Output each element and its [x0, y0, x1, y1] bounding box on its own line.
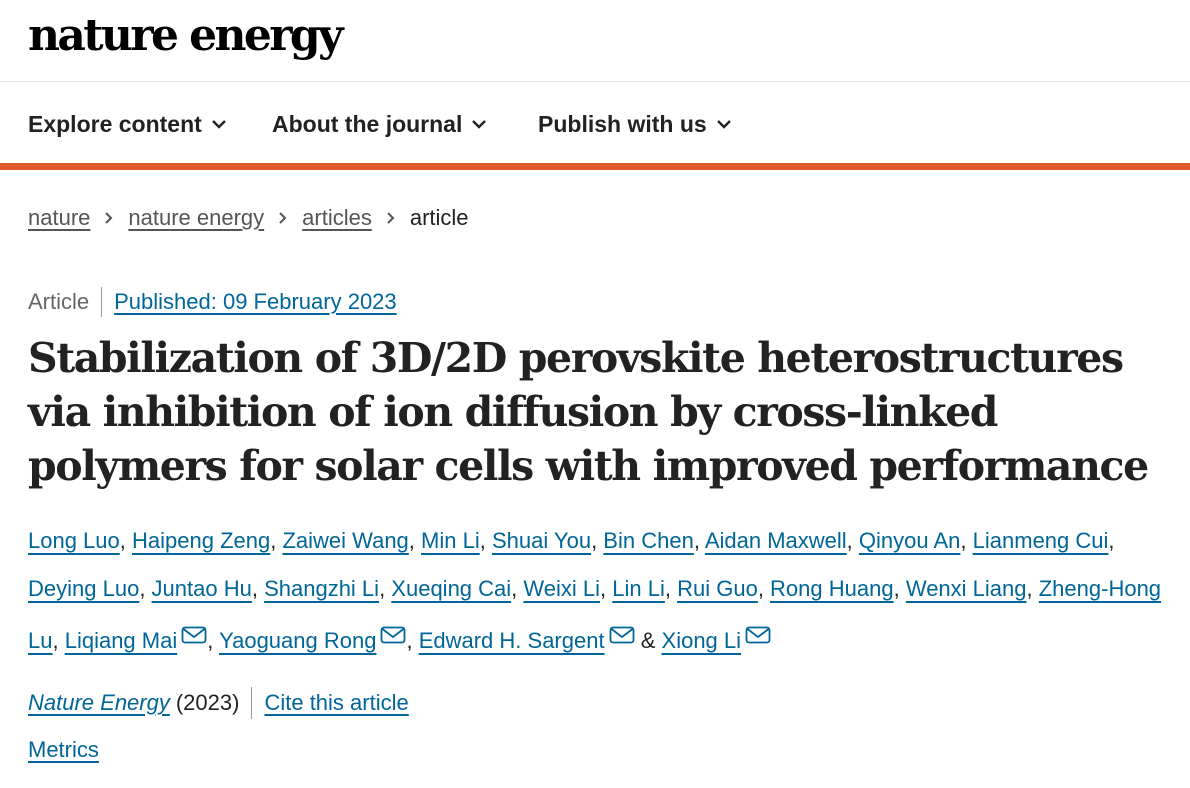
nav-label: About the journal [272, 110, 463, 137]
author-ampersand: & [640, 628, 656, 653]
author-link[interactable]: Xiong Li [661, 628, 742, 653]
nav-accent-rule [0, 163, 1190, 170]
envelope-icon[interactable] [745, 613, 771, 661]
nav-label: Publish with us [538, 110, 707, 137]
published-date-link[interactable]: Published: 09 February 2023 [114, 289, 397, 314]
author-link[interactable]: Edward H. Sargent [418, 628, 605, 653]
main-nav: Explore content About the journal Publis… [0, 82, 1190, 164]
journal-citation: Nature Energy (2023) Cite this article [28, 686, 409, 720]
author-link[interactable]: Deying Luo [28, 576, 140, 601]
nav-label: Explore content [28, 110, 202, 137]
author-link[interactable]: Qinyou An [858, 528, 961, 553]
chevron-right-icon [386, 211, 396, 225]
breadcrumb-current: article [409, 205, 469, 230]
breadcrumb-articles[interactable]: articles [302, 205, 372, 230]
author-link[interactable]: Yaoguang Rong [219, 628, 377, 653]
author-link[interactable]: Zaiwei Wang [282, 528, 409, 553]
article-meta: Article Published: 09 February 2023 [28, 286, 397, 318]
journal-year: (2023) [176, 687, 253, 719]
author-link[interactable]: Haipeng Zeng [132, 528, 271, 553]
author-link[interactable]: Long Luo [28, 528, 120, 553]
author-link[interactable]: Xueqing Cai [391, 576, 512, 601]
chevron-down-icon [211, 120, 226, 129]
author-link[interactable]: Aidan Maxwell [704, 528, 847, 553]
author-link[interactable]: Lianmeng Cui [972, 528, 1109, 553]
article-title: Stabilization of 3D/2D perovskite hetero… [28, 334, 1149, 490]
nav-about-journal[interactable]: About the journal [272, 109, 487, 139]
author-link[interactable]: Bin Chen [603, 528, 694, 553]
author-link[interactable]: Zheng-Hong Lu [28, 576, 1162, 653]
chevron-right-icon [104, 211, 114, 225]
cite-this-article-link[interactable]: Cite this article [264, 690, 409, 715]
chevron-down-icon [716, 120, 731, 129]
author-link[interactable]: Rong Huang [770, 576, 894, 601]
chevron-right-icon [278, 211, 288, 225]
nav-publish-with-us[interactable]: Publish with us [538, 109, 732, 139]
author-link[interactable]: Shangzhi Li [264, 576, 380, 601]
author-link[interactable]: Min Li [421, 528, 480, 553]
breadcrumb: nature nature energy articles article [28, 203, 469, 233]
breadcrumb-nature-energy[interactable]: nature energy [128, 205, 265, 230]
author-link[interactable]: Lin Li [612, 576, 665, 601]
author-list: Long Luo, Haipeng Zeng, Zaiwei Wang, Min… [28, 517, 1168, 665]
breadcrumb-nature[interactable]: nature [28, 205, 91, 230]
author-link[interactable]: Juntao Hu [151, 576, 252, 601]
envelope-icon[interactable] [181, 613, 207, 661]
author-link[interactable]: Wenxi Liang [905, 576, 1027, 601]
author-link[interactable]: Liqiang Mai [64, 628, 178, 653]
envelope-icon[interactable] [609, 613, 635, 661]
chevron-down-icon [472, 120, 487, 129]
author-link[interactable]: Weixi Li [523, 576, 601, 601]
metrics-link[interactable]: Metrics [28, 737, 99, 762]
nav-explore-content[interactable]: Explore content [28, 109, 227, 139]
article-type: Article [28, 287, 103, 317]
envelope-icon[interactable] [380, 613, 406, 661]
journal-logo[interactable]: nature energy [28, 10, 344, 61]
author-link[interactable]: Shuai You [491, 528, 592, 553]
journal-link[interactable]: Nature Energy [28, 690, 170, 715]
site-header: nature energy [0, 0, 1190, 82]
author-link[interactable]: Rui Guo [677, 576, 758, 601]
